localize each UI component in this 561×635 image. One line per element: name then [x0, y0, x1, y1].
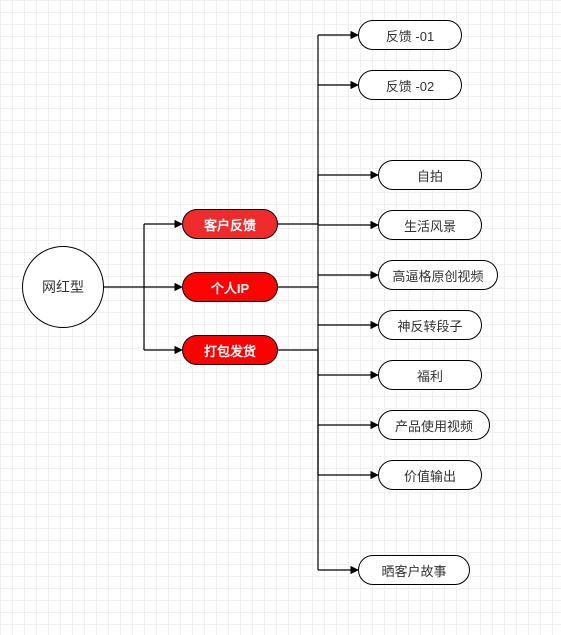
- leaf-node: 反馈 -01: [358, 20, 462, 50]
- leaf-node: 价值输出: [378, 460, 482, 490]
- leaf-label: 价值输出: [404, 466, 456, 485]
- leaf-node: 生活风景: [378, 210, 482, 240]
- leaf-node: 福利: [378, 360, 482, 390]
- leaf-node: 产品使用视频: [378, 410, 490, 440]
- leaf-label: 反馈 -02: [386, 76, 434, 95]
- leaf-node: 晒客户故事: [358, 555, 470, 585]
- leaf-label: 反馈 -01: [386, 26, 434, 45]
- root-label: 网红型: [42, 277, 84, 297]
- leaf-label: 晒客户故事: [381, 561, 446, 580]
- leaf-node: 反馈 -02: [358, 70, 462, 100]
- mid-node-packing-shipping: 打包发货: [182, 335, 278, 365]
- mid-node-personal-ip: 个人IP: [182, 272, 278, 302]
- mid-node-customer-feedback: 客户反馈: [182, 209, 278, 239]
- leaf-label: 神反转段子: [397, 316, 462, 335]
- leaf-node: 高逼格原创视频: [378, 260, 498, 290]
- leaf-node: 自拍: [378, 160, 482, 190]
- mid-label: 打包发货: [204, 341, 256, 360]
- leaf-label: 高逼格原创视频: [392, 266, 483, 285]
- mid-label: 个人IP: [211, 278, 249, 297]
- root-node: 网红型: [22, 246, 104, 328]
- leaf-label: 福利: [417, 366, 443, 385]
- leaf-label: 产品使用视频: [395, 416, 473, 435]
- mid-label: 客户反馈: [204, 215, 256, 234]
- leaf-label: 生活风景: [404, 216, 456, 235]
- leaf-node: 神反转段子: [378, 310, 482, 340]
- leaf-label: 自拍: [417, 166, 443, 185]
